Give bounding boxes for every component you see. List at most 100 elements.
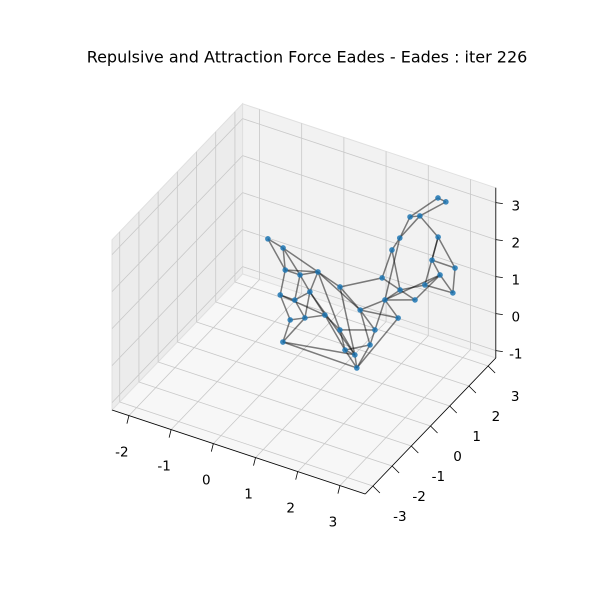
edge: [294, 274, 301, 301]
grid-line: [111, 266, 243, 403]
edge: [381, 277, 401, 291]
node: [443, 199, 449, 205]
node: [397, 287, 403, 293]
node: [282, 267, 289, 273]
edge: [439, 274, 454, 294]
edge: [391, 249, 401, 291]
node: [277, 292, 284, 298]
edge: [324, 314, 346, 351]
y-tick-label: 0: [453, 449, 462, 465]
edge: [279, 269, 286, 296]
edge: [267, 238, 284, 249]
tick-mark: [411, 445, 419, 454]
node: [395, 315, 401, 321]
edge: [282, 319, 291, 343]
edge: [384, 274, 441, 301]
edge: [360, 309, 399, 319]
tick-mark: [495, 202, 503, 204]
node: [417, 213, 423, 219]
edge: [431, 259, 441, 276]
node: [291, 297, 298, 303]
x-tick-label: 0: [202, 473, 211, 489]
edge: [344, 349, 358, 369]
tick-mark: [495, 350, 503, 352]
tick-mark: [253, 457, 256, 466]
grid-line: [242, 118, 496, 203]
edge: [339, 277, 383, 288]
x-tick-label: 3: [329, 515, 338, 531]
node: [280, 339, 286, 345]
grid-line: [111, 192, 243, 329]
tick-mark: [168, 429, 172, 438]
edge: [267, 238, 286, 271]
node: [412, 297, 418, 303]
tick-mark: [337, 485, 341, 494]
edge: [359, 299, 386, 311]
edge: [344, 344, 371, 351]
edge: [356, 317, 399, 369]
z-tick-label: -1: [509, 347, 522, 363]
edge: [294, 291, 311, 301]
x-tick-label: 1: [244, 487, 253, 503]
node: [382, 297, 388, 303]
edge: [304, 291, 311, 319]
grid-line: [242, 266, 496, 351]
node: [265, 236, 271, 242]
node: [396, 235, 403, 241]
z-tick-label: 1: [512, 273, 521, 289]
node: [367, 342, 373, 348]
edge: [381, 249, 393, 279]
grid-line: [111, 118, 243, 255]
edge: [339, 329, 346, 351]
x-axis: [111, 409, 366, 495]
node: [287, 317, 294, 323]
x-tick-label: -1: [157, 459, 170, 475]
edge: [452, 267, 456, 294]
y-tick-label: -3: [393, 509, 406, 525]
edge: [309, 271, 319, 293]
y-tick-label: 2: [492, 409, 501, 425]
node: [280, 245, 286, 251]
edge: [282, 341, 358, 369]
tick-mark: [430, 425, 438, 434]
tick-mark: [372, 485, 381, 494]
edge: [279, 294, 291, 321]
edge: [339, 286, 356, 356]
tick-mark: [126, 415, 130, 424]
node: [407, 214, 413, 220]
edge: [414, 274, 441, 301]
edge: [419, 201, 447, 217]
y-tick-label: 3: [511, 389, 520, 405]
node: [437, 272, 443, 278]
edge: [282, 341, 356, 356]
chart-title: Repulsive and Attraction Force Eades - E…: [87, 48, 528, 67]
node: [322, 312, 328, 318]
tick-mark: [487, 365, 496, 374]
z-tick-label: 2: [512, 236, 521, 252]
tick-mark: [468, 385, 477, 394]
node: [315, 269, 321, 275]
node: [372, 327, 378, 333]
edge: [419, 215, 439, 238]
tick-mark: [495, 239, 503, 241]
y-tick-label: 1: [472, 429, 481, 445]
tick-mark: [495, 313, 503, 315]
node: [302, 315, 308, 321]
node: [354, 365, 360, 371]
node: [337, 284, 343, 290]
edge: [409, 197, 439, 218]
edge: [431, 259, 456, 269]
node: [307, 289, 313, 295]
edge: [282, 317, 306, 343]
grid-line: [234, 281, 489, 367]
edge: [285, 269, 318, 273]
edge: [282, 247, 286, 271]
node: [435, 234, 441, 240]
edge: [384, 299, 399, 319]
x-tick-label: -2: [115, 445, 128, 461]
edge: [399, 215, 421, 239]
grid-line: [111, 155, 243, 292]
edge: [279, 294, 326, 316]
z-tick-label: 3: [512, 199, 521, 215]
grid-line: [157, 361, 412, 447]
